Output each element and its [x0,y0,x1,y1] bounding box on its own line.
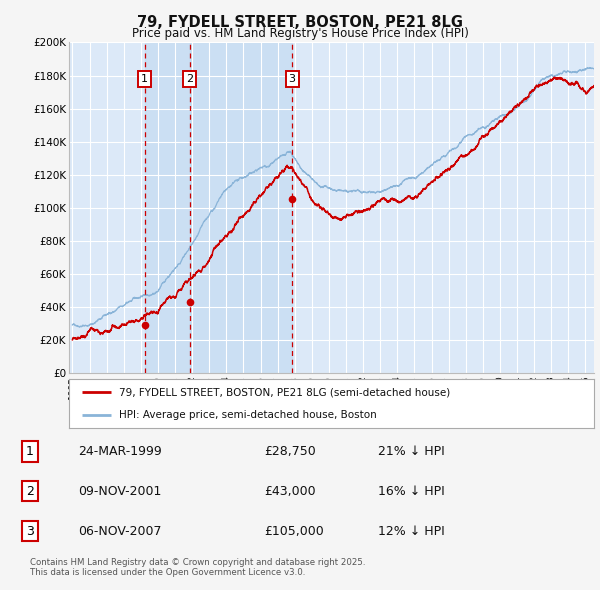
Bar [190,42,292,373]
Text: 21% ↓ HPI: 21% ↓ HPI [378,445,445,458]
Text: 12% ↓ HPI: 12% ↓ HPI [378,525,445,537]
Text: £105,000: £105,000 [264,525,324,537]
Text: 79, FYDELL STREET, BOSTON, PE21 8LG (semi-detached house): 79, FYDELL STREET, BOSTON, PE21 8LG (sem… [119,388,450,398]
Text: 16% ↓ HPI: 16% ↓ HPI [378,484,445,498]
Text: 79, FYDELL STREET, BOSTON, PE21 8LG: 79, FYDELL STREET, BOSTON, PE21 8LG [137,15,463,30]
Text: Price paid vs. HM Land Registry's House Price Index (HPI): Price paid vs. HM Land Registry's House … [131,27,469,40]
Text: 1: 1 [141,74,148,84]
Text: 2: 2 [186,74,193,84]
Text: Contains HM Land Registry data © Crown copyright and database right 2025.
This d: Contains HM Land Registry data © Crown c… [30,558,365,577]
Text: 3: 3 [289,74,296,84]
Text: HPI: Average price, semi-detached house, Boston: HPI: Average price, semi-detached house,… [119,409,377,419]
Text: £28,750: £28,750 [264,445,316,458]
Text: 06-NOV-2007: 06-NOV-2007 [78,525,161,537]
Text: 09-NOV-2001: 09-NOV-2001 [78,484,161,498]
Text: 3: 3 [26,525,34,537]
Bar [145,42,190,373]
Text: 2: 2 [26,484,34,498]
Text: 24-MAR-1999: 24-MAR-1999 [78,445,162,458]
Text: £43,000: £43,000 [264,484,316,498]
Text: 1: 1 [26,445,34,458]
